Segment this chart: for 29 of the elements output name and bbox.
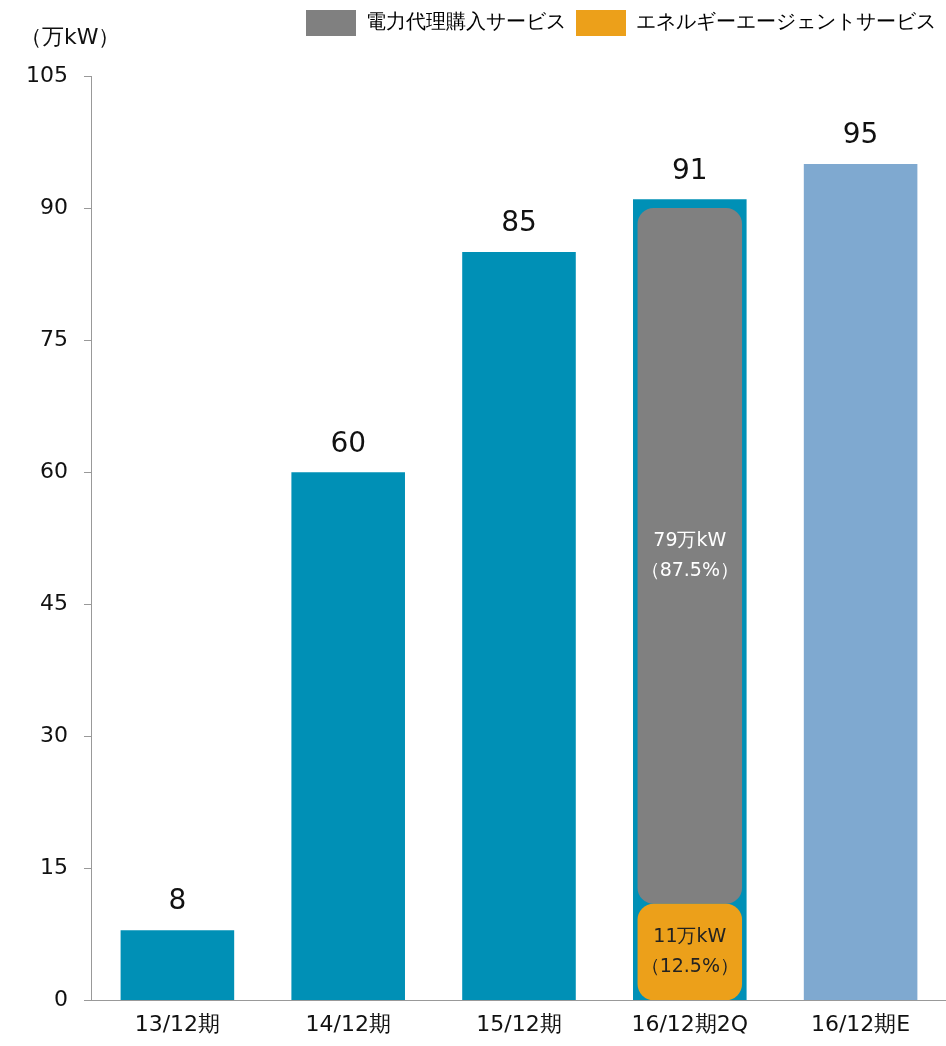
bar — [637, 903, 743, 1001]
x-tick-label: 14/12期 — [305, 1010, 391, 1036]
y-tick-label: 0 — [53, 986, 68, 1012]
x-tick-label: 15/12期 — [476, 1010, 562, 1036]
data-label: 60 — [330, 425, 367, 459]
x-tick-label: 13/12期 — [134, 1010, 221, 1036]
y-tick-label: 15 — [39, 854, 68, 880]
data-label: 91 — [671, 152, 708, 186]
y-tick-label: 105 — [25, 61, 68, 87]
data-label: 8 — [168, 883, 187, 917]
y-tick-label: 45 — [39, 590, 68, 616]
y-tick-label: 30 — [39, 722, 68, 748]
data-label: 95 — [842, 117, 879, 151]
bar — [462, 252, 576, 1001]
x-tick-label: 16/12期2Q — [631, 1010, 749, 1036]
legend-label: 電力代理購入サービス — [366, 9, 566, 34]
bar — [803, 164, 918, 1001]
data-label: 11万kW （12.5%） — [640, 923, 739, 976]
x-tick-label: 16/12期E — [810, 1010, 911, 1036]
bar — [120, 930, 235, 1001]
legend-label: エネルギーエージェントサービス — [636, 9, 936, 34]
y-tick-label: 75 — [39, 325, 68, 351]
bar — [637, 208, 743, 904]
y-tick-label: 90 — [39, 193, 68, 219]
data-label: 85 — [501, 205, 537, 239]
bar — [291, 472, 405, 1001]
y-tick-label: 60 — [39, 457, 68, 483]
y-axis-title: （万kW） — [20, 23, 121, 49]
data-label: 79万kW （87.5%） — [640, 527, 739, 580]
